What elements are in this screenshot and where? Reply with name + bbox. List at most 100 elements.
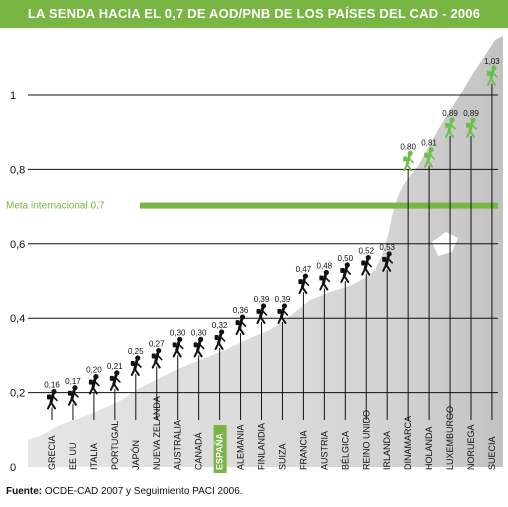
value-label: 0,80 <box>400 142 416 151</box>
hiker-icon <box>193 336 205 358</box>
y-tick-label: 0,6 <box>10 239 25 251</box>
value-label: 0,52 <box>358 247 374 256</box>
hiker-arm <box>73 391 79 398</box>
value-label: 0,89 <box>463 109 479 118</box>
hiker-head <box>365 254 371 261</box>
hiker-backpack <box>109 375 114 381</box>
y-tick-label: 0 <box>10 462 16 474</box>
hiker-arm <box>52 395 58 402</box>
hiker-legs <box>382 263 392 272</box>
hiker-icon <box>340 262 352 283</box>
hiker-backpack <box>235 320 240 326</box>
hiker-backpack <box>47 394 51 400</box>
hiker-head <box>491 65 497 71</box>
reference-line-group: Meta internacional 0,7 <box>6 201 498 212</box>
hiker-torso <box>321 273 327 285</box>
hiker-head <box>72 385 78 391</box>
hiker-backpack <box>193 342 198 348</box>
hiker-arm <box>177 343 184 350</box>
hiker-backpack <box>403 156 408 162</box>
hiker-backpack <box>214 334 219 340</box>
category-label: JAPÓN <box>131 440 141 470</box>
hiker-head <box>449 117 455 123</box>
hiker-torso <box>217 333 223 345</box>
hiker-head <box>198 336 204 342</box>
hiker-torso <box>447 121 453 133</box>
hiker-icon <box>67 385 79 406</box>
hiker-arm <box>408 157 414 164</box>
hiker-torso <box>133 359 139 371</box>
category-label: REINO UNIDO <box>361 410 371 470</box>
hiker-head <box>428 147 434 153</box>
hiker-head <box>239 314 246 320</box>
hiker-legs <box>193 349 203 358</box>
hiker-legs <box>88 386 98 395</box>
hiker-legs <box>466 129 475 138</box>
hiker-backpack <box>67 390 72 396</box>
reference-line <box>140 202 498 209</box>
hiker-arm <box>492 72 498 78</box>
hiker-backpack <box>445 122 450 128</box>
hiker-arm <box>345 269 352 275</box>
title-band <box>0 0 508 28</box>
hiker-icon <box>47 388 58 410</box>
hiker-legs <box>235 327 245 336</box>
hiker-arm <box>115 377 121 383</box>
hiker-legs <box>130 368 140 376</box>
hiker-arm <box>324 276 331 283</box>
hiker-arm <box>366 261 373 268</box>
hiker-torso <box>238 318 244 330</box>
hiker-icon <box>319 269 331 291</box>
hiker-legs <box>214 341 224 350</box>
source-note: Fuente: OCDE-CAD 2007 y Seguimiento PACI… <box>6 486 243 497</box>
hiker-legs <box>486 77 496 86</box>
hiker-torso <box>363 259 369 271</box>
category-label: GRECIA <box>47 435 57 470</box>
hiker-head <box>407 150 413 156</box>
value-label: 0,48 <box>317 261 333 270</box>
hiker-torso <box>154 352 160 364</box>
category-label: AUSTRIA <box>319 431 329 470</box>
category-label: HOLANDA <box>424 426 434 470</box>
hiker-torso <box>175 340 181 352</box>
hiker-legs <box>445 129 455 138</box>
hiker-arm <box>387 258 394 264</box>
hiker-arm <box>282 310 289 316</box>
value-label: 0,39 <box>254 295 270 304</box>
hiker-head <box>51 388 57 395</box>
hiker-torso <box>468 121 474 133</box>
value-label: 0,16 <box>44 380 60 389</box>
hiker-icon <box>298 273 310 295</box>
hiker-torso <box>405 154 411 166</box>
value-label: 0,53 <box>379 243 395 252</box>
category-label: FINLANDIA <box>257 423 267 470</box>
category-label: PORTUGAL <box>110 421 120 470</box>
category-label: AUSTRALIA <box>173 420 183 470</box>
value-label: 0,25 <box>128 347 144 356</box>
value-label: 0,30 <box>191 328 207 337</box>
mountain-silhouette <box>28 36 503 467</box>
hiker-icon <box>256 303 268 324</box>
hiker-head <box>219 329 225 335</box>
category-label: IRLANDA <box>382 431 392 470</box>
hiker-icon <box>277 303 289 324</box>
hiker-legs <box>319 282 329 291</box>
hiker-icon <box>88 374 100 395</box>
hiker-arm <box>240 321 247 327</box>
hiker-icon <box>172 336 184 358</box>
category-label: SUECIA <box>487 436 497 470</box>
hiker-backpack <box>277 308 282 314</box>
category-label: NUEVA ZELANDA <box>152 396 162 470</box>
hiker-arm <box>219 336 226 342</box>
highlight-box <box>213 425 227 473</box>
hiker-head <box>93 374 99 380</box>
hiker-icon <box>382 251 394 272</box>
hiker-arm <box>156 354 163 361</box>
hiker-icon <box>151 347 163 369</box>
hiker-torso <box>49 392 55 404</box>
hiker-icon <box>424 147 435 168</box>
hiker-icon <box>486 65 498 86</box>
hiker-arm <box>136 362 142 368</box>
hiker-torso <box>342 266 348 278</box>
hiker-legs <box>403 163 413 172</box>
